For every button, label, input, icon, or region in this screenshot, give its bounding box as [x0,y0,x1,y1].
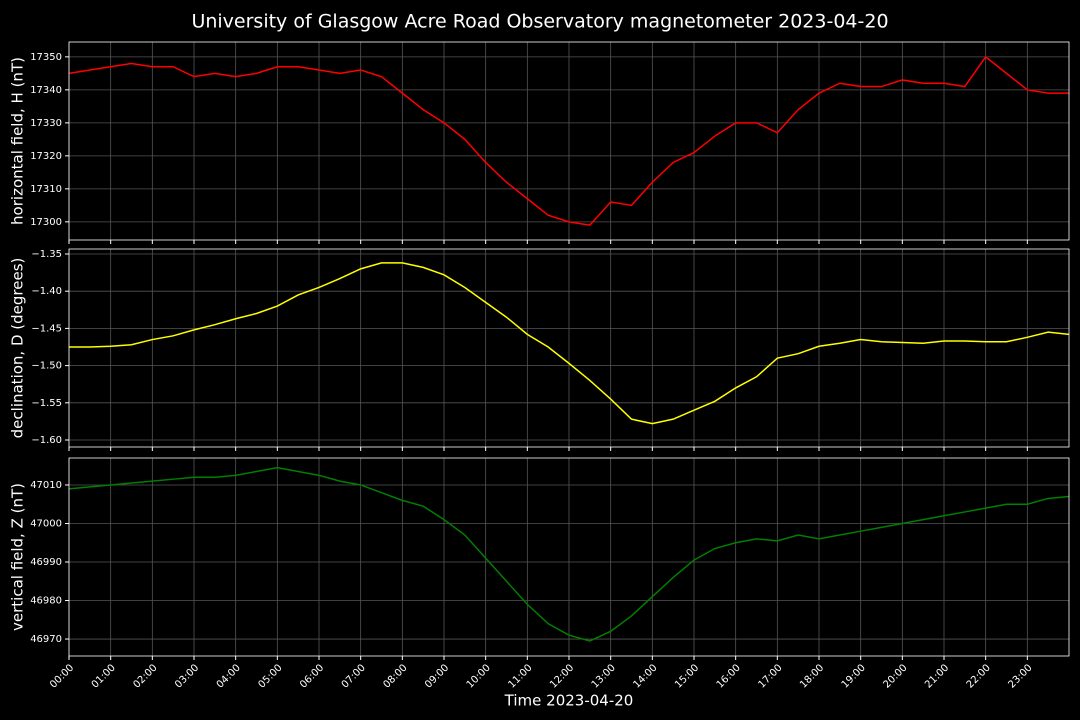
y-axis-label: horizontal field, H (nT) [9,57,27,225]
y-tick-label: −1.35 [31,249,62,260]
data-line [69,262,1070,425]
y-tick-label: −1.50 [31,361,62,372]
chart-title: University of Glasgow Acre Road Observat… [191,11,888,33]
y-tick-label: −1.60 [31,435,62,446]
data-line [68,466,1070,642]
y-tick-label: 17300 [30,217,62,228]
y-tick-label: 46990 [30,557,62,568]
y-tick-label: 17320 [30,151,62,162]
data-line [68,55,1069,226]
y-tick-label: 17310 [30,184,62,195]
y-tick-label: 17330 [30,118,62,129]
y-axis-label: vertical field, Z (nT) [9,483,27,631]
y-tick-label: −1.40 [31,286,62,297]
x-axis-label: Time 2023-04-20 [504,692,634,710]
plot-frame [68,41,1070,241]
y-tick-label: 47000 [30,518,62,529]
plot-frame [68,248,1070,448]
y-tick-label: −1.55 [31,398,62,409]
y-tick-label: 46970 [30,634,62,645]
y-tick-label: −1.45 [31,323,62,334]
y-tick-label: 46980 [30,596,62,607]
plot-frame [68,457,1070,657]
y-tick-label: 17340 [30,85,62,96]
y-tick-label: 17350 [30,52,62,63]
y-tick-label: 47010 [30,480,62,491]
y-axis-label: declination, D (degrees) [9,258,27,439]
